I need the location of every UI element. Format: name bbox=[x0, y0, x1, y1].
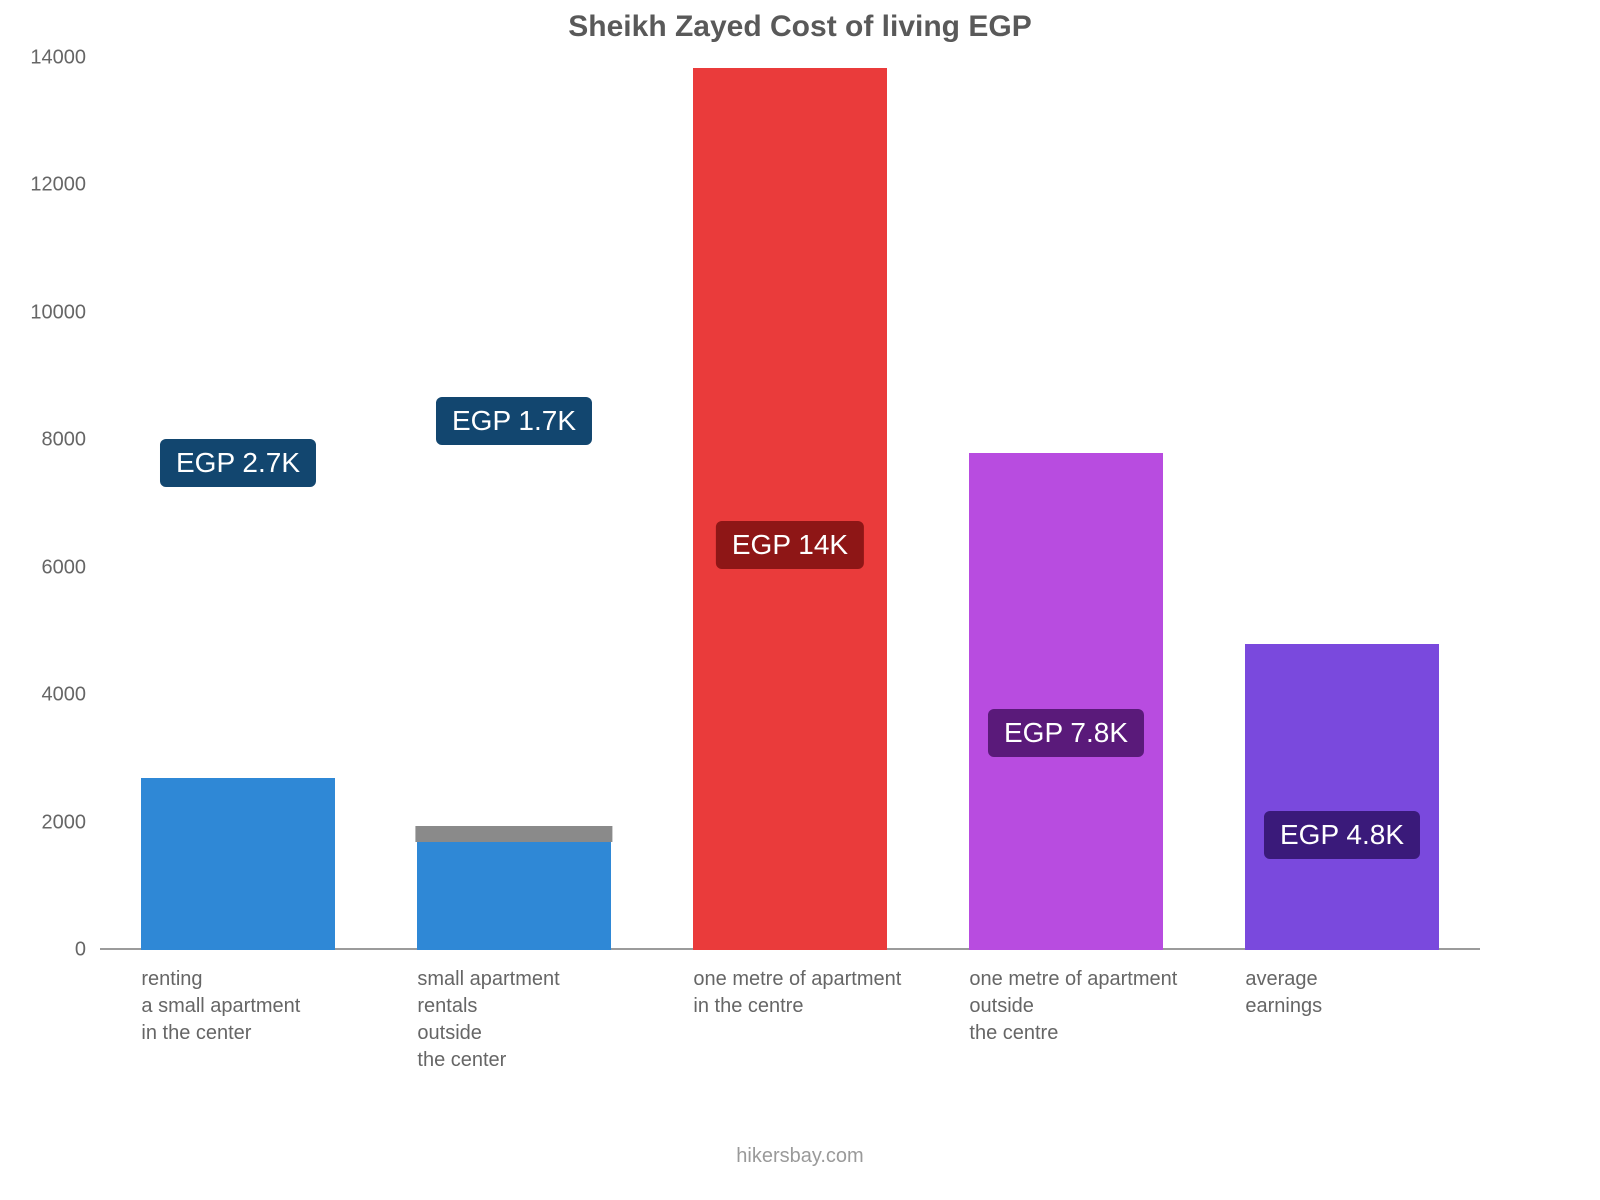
chart-title: Sheikh Zayed Cost of living EGP bbox=[0, 10, 1600, 44]
bar-value-label: EGP 2.7K bbox=[160, 439, 316, 487]
x-axis-label-text: one metre of apartment in the centre bbox=[693, 966, 901, 1074]
y-tick-label: 6000 bbox=[42, 556, 87, 579]
x-axis-labels: renting a small apartment in the center s… bbox=[100, 966, 1480, 1074]
bar-slot: EGP 2.7K bbox=[100, 58, 376, 950]
bar bbox=[141, 778, 334, 950]
x-axis-label: one metre of apartment outside the centr… bbox=[928, 966, 1204, 1074]
y-tick-label: 12000 bbox=[30, 174, 86, 197]
bar-value-label: EGP 7.8K bbox=[988, 709, 1144, 757]
bar-value-label: EGP 1.7K bbox=[436, 397, 592, 445]
bar-value-label: EGP 4.8K bbox=[1264, 811, 1420, 859]
y-tick-label: 2000 bbox=[42, 811, 87, 834]
x-axis-label-text: one metre of apartment outside the centr… bbox=[969, 966, 1177, 1074]
y-tick-label: 4000 bbox=[42, 684, 87, 707]
x-axis-label: small apartment rentals outside the cent… bbox=[376, 966, 652, 1074]
bar bbox=[693, 68, 886, 950]
x-axis-label-text: renting a small apartment in the center bbox=[141, 966, 300, 1074]
bars-group: EGP 2.7K EGP 1.7K EGP 14K EGP 7.8K EGP 4.8K bbox=[100, 58, 1480, 950]
footer-attribution: hikersbay.com bbox=[0, 1145, 1600, 1168]
bar bbox=[969, 453, 1162, 950]
x-axis-label-text: average earnings bbox=[1245, 966, 1322, 1074]
bar-cap-overlay bbox=[415, 826, 612, 842]
bar-value-label: EGP 14K bbox=[716, 521, 864, 569]
x-axis-label-text: small apartment rentals outside the cent… bbox=[417, 966, 559, 1074]
chart-container: Sheikh Zayed Cost of living EGP 02000400… bbox=[0, 0, 1600, 1200]
bar-slot: EGP 7.8K bbox=[928, 58, 1204, 950]
bar-slot: EGP 4.8K bbox=[1204, 58, 1480, 950]
y-tick-label: 0 bbox=[75, 939, 86, 962]
y-tick-label: 14000 bbox=[30, 47, 86, 70]
x-axis-label: one metre of apartment in the centre bbox=[652, 966, 928, 1074]
x-axis-label: average earnings bbox=[1204, 966, 1480, 1074]
bar bbox=[417, 842, 610, 950]
bar bbox=[1245, 644, 1438, 950]
bar-slot: EGP 14K bbox=[652, 58, 928, 950]
plot-area: 02000400060008000100001200014000 EGP 2.7… bbox=[100, 58, 1480, 950]
x-axis-label: renting a small apartment in the center bbox=[100, 966, 376, 1074]
bar-slot: EGP 1.7K bbox=[376, 58, 652, 950]
y-tick-label: 10000 bbox=[30, 301, 86, 324]
y-tick-label: 8000 bbox=[42, 429, 87, 452]
